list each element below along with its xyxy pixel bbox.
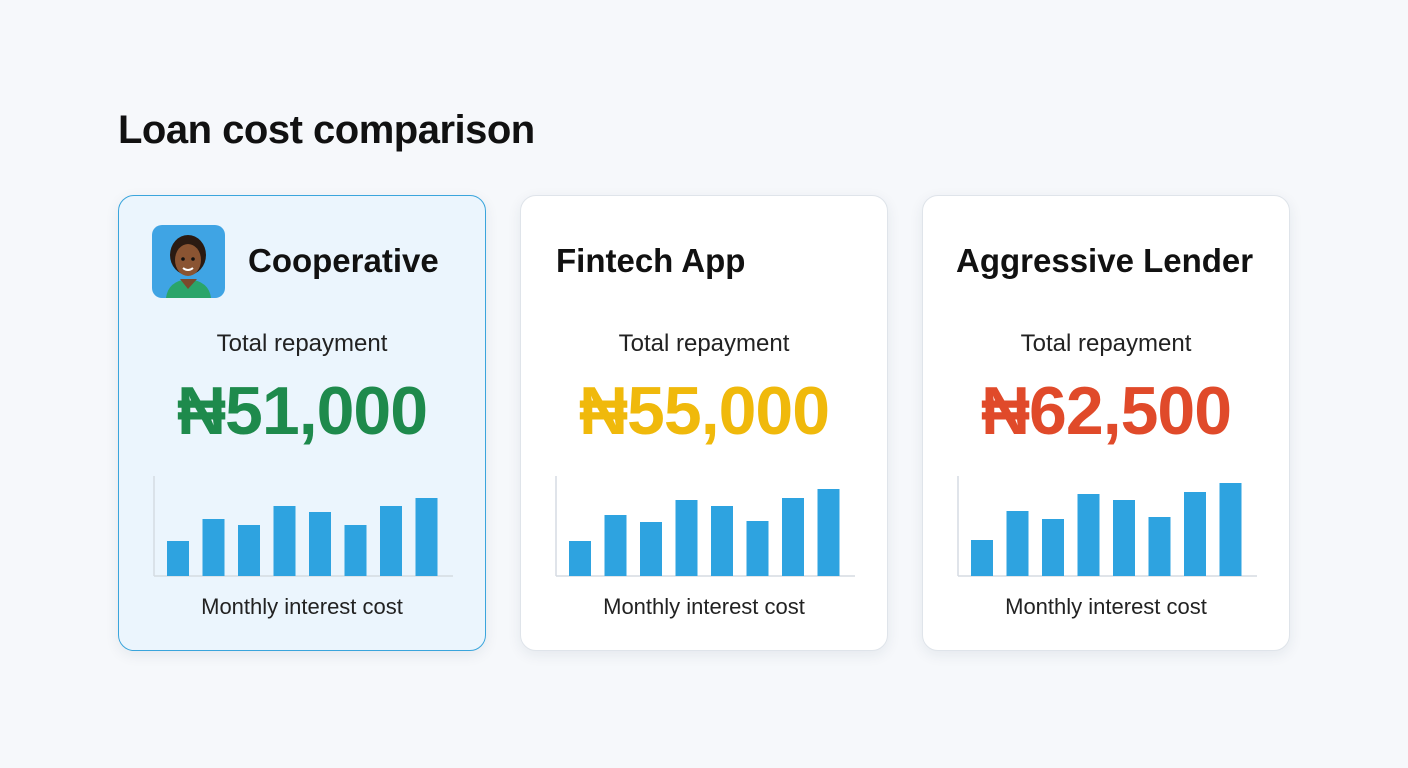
bar [746, 521, 769, 576]
bar [380, 506, 402, 576]
bar [782, 498, 804, 576]
lender-name: Cooperative [248, 242, 439, 279]
bar [817, 489, 840, 576]
lender-name: Aggressive Lender [956, 242, 1254, 279]
card[interactable]: Cooperative Total repayment ₦51,000 Mont… [118, 195, 486, 651]
bar-chart [555, 476, 855, 577]
bar [1219, 483, 1242, 576]
repayment-amount: ₦62,500 [980, 373, 1232, 449]
page-title: Loan cost comparison [118, 108, 535, 152]
bar-chart [153, 476, 453, 577]
repayment-label: Total repayment [618, 330, 790, 357]
bar [167, 541, 189, 576]
chart-caption: Monthly interest cost [201, 594, 403, 619]
bar [1006, 511, 1029, 576]
bar [415, 498, 438, 576]
bar [1184, 492, 1206, 576]
chart-caption: Monthly interest cost [1005, 594, 1207, 619]
lender-name: Fintech App [556, 242, 746, 279]
bar [675, 500, 698, 576]
bar [238, 525, 260, 576]
bar [273, 506, 296, 576]
bar [309, 512, 331, 576]
bar [569, 541, 591, 576]
repayment-amount: ₦51,000 [176, 373, 428, 449]
bar [344, 525, 367, 576]
bar [1077, 494, 1100, 576]
bar [1148, 517, 1171, 576]
bar [1113, 500, 1135, 576]
bar [640, 522, 662, 576]
bar [971, 540, 993, 576]
repayment-label: Total repayment [216, 330, 388, 357]
bar [604, 515, 627, 576]
chart-caption: Monthly interest cost [603, 594, 805, 619]
card[interactable]: Aggressive Lender Total repayment ₦62,50… [922, 195, 1290, 651]
card[interactable]: Fintech App Total repayment ₦55,000 Mont… [520, 195, 888, 651]
avatar [152, 225, 225, 298]
bar [1042, 519, 1064, 576]
bar [202, 519, 225, 576]
repayment-label: Total repayment [1020, 330, 1192, 357]
bar-chart [957, 476, 1257, 577]
repayment-amount: ₦55,000 [578, 373, 830, 449]
bar [711, 506, 733, 576]
